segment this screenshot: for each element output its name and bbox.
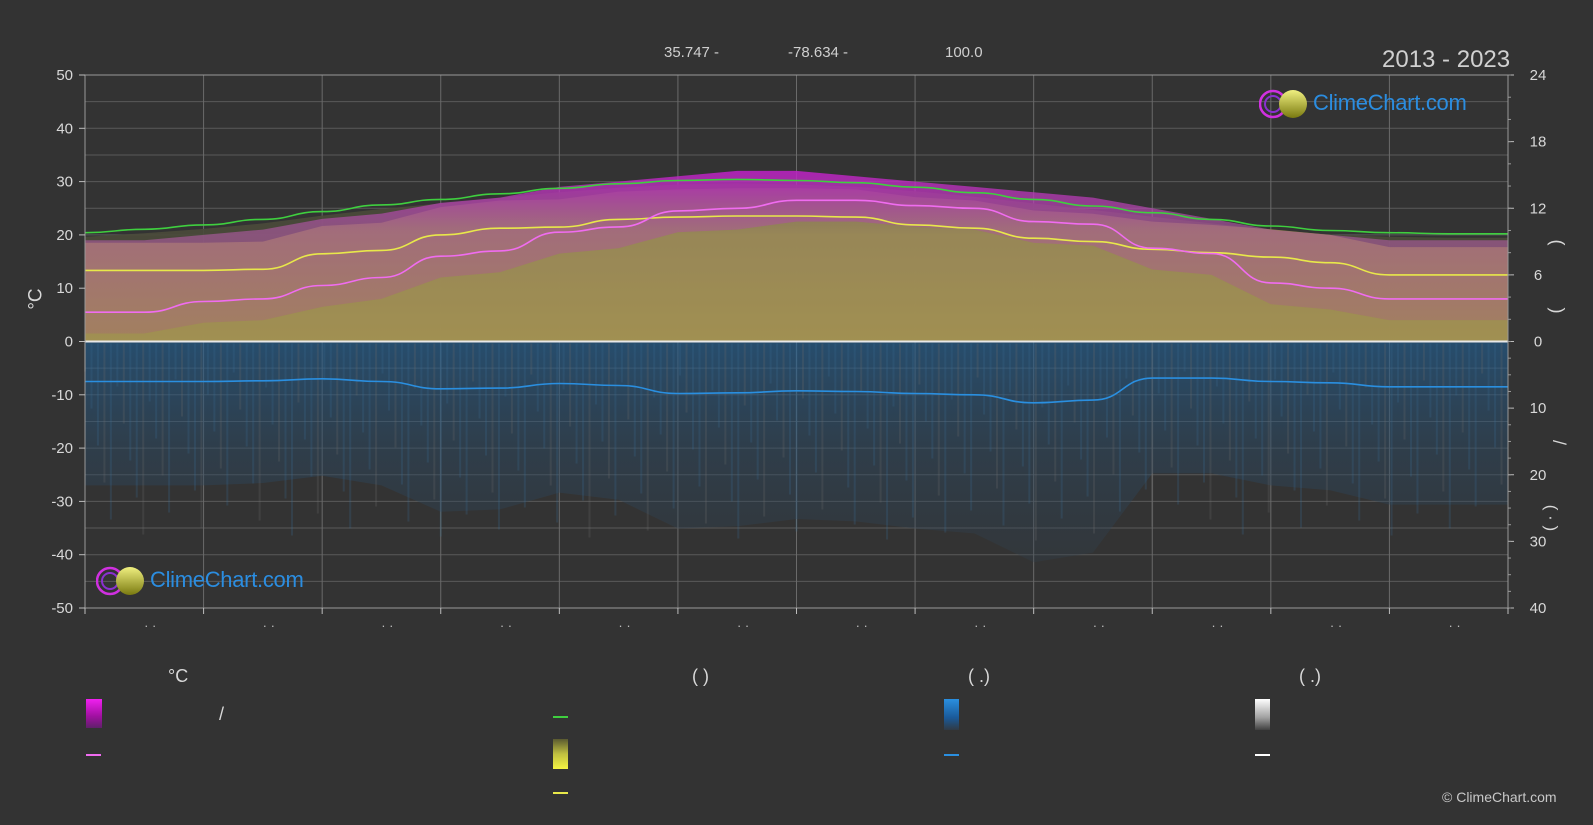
precipitation-avg-line — [85, 377, 1508, 404]
daylight-line — [84, 178, 1508, 235]
daily-streaks — [84, 343, 1503, 541]
right-bottom-tick-label: 30 — [1530, 533, 1547, 550]
climechart-logo-icon — [96, 566, 144, 596]
right-bottom-tick-label: 40 — [1530, 600, 1547, 617]
x-axis-month-label: · · — [381, 618, 393, 633]
right-axis-slash: / — [1549, 439, 1570, 446]
left-axis-tick-label: 10 — [56, 280, 73, 297]
legend-snow-swatch — [1255, 699, 1270, 730]
year-range-title: 2013 - 2023 — [1382, 46, 1511, 73]
climechart-logo-top[interactable]: ClimeChart.com — [1259, 88, 1491, 120]
climechart-logo-text: ClimeChart.com — [1313, 90, 1467, 115]
sunshine-line — [85, 215, 1508, 276]
legend-snow-line — [1255, 754, 1270, 756]
x-axis-month-label: · · — [618, 618, 630, 633]
right-top-tick-label: 6 — [1534, 267, 1542, 284]
left-axis-tick-label: 20 — [56, 227, 73, 244]
copyright: © ClimeChart.com — [1442, 789, 1557, 805]
right-top-tick-label: 24 — [1530, 67, 1547, 84]
temperature-avg-line — [85, 199, 1508, 314]
temperature-range-area — [85, 170, 1508, 334]
right-top-tick-label: 18 — [1530, 134, 1547, 151]
legend-sunshine-swatch — [553, 739, 568, 769]
left-axis-tick-label: -20 — [51, 440, 73, 457]
x-axis-month-label: · · — [263, 618, 275, 633]
right-bottom-tick-label: 10 — [1530, 400, 1547, 417]
legend-sunshine-line — [553, 792, 568, 794]
legend-sun-title: ( ) — [692, 666, 709, 686]
legend-rain-title: ( .) — [968, 666, 990, 686]
x-axis-month-label: · · — [737, 618, 749, 633]
x-axis-month-label: · · — [144, 618, 156, 633]
legend-temperature-title: °C — [168, 666, 189, 686]
left-axis-tick-label: -40 — [51, 547, 73, 564]
legend-snow-title: ( .) — [1299, 666, 1321, 686]
left-axis-tick-label: 0 — [65, 334, 73, 351]
x-axis-month-label: · · — [1211, 618, 1223, 633]
climechart-logo-text: ClimeChart.com — [150, 567, 304, 592]
precipitation-area — [85, 341, 1508, 563]
left-axis-tick-label: -30 — [51, 493, 73, 510]
left-axis-unit: °C — [25, 288, 47, 310]
latitude-label: 35.747 - — [664, 44, 720, 61]
legend-temp-avg-line — [86, 754, 101, 756]
left-axis-tick-label: 40 — [56, 120, 73, 137]
climechart-logo-icon — [1259, 89, 1307, 119]
legend-daylight-line — [553, 716, 568, 718]
legend-temp-range-slash: / — [219, 704, 225, 724]
left-axis-tick-label: 30 — [56, 174, 73, 191]
x-axis-month-label: · · — [500, 618, 512, 633]
longitude-label: -78.634 - — [788, 44, 849, 61]
x-axis-month-label: · · — [1330, 618, 1342, 633]
x-axis-month-label: · · — [974, 618, 986, 633]
legend-temp-range-swatch — [86, 699, 102, 728]
legend-rain-swatch — [944, 699, 959, 730]
temperature-lower-area — [85, 221, 1508, 342]
elevation-label: 100.0 — [945, 44, 983, 61]
right-bottom-tick-label: 20 — [1530, 467, 1547, 484]
left-axis-tick-label: 50 — [56, 67, 73, 84]
climechart-logo-bottom[interactable]: ClimeChart.com — [96, 565, 336, 597]
right-axis-bracket-open: ( — [1547, 239, 1568, 246]
left-axis-tick-label: -10 — [51, 387, 73, 404]
right-axis-bracket-bottom: ( · ) — [1542, 504, 1562, 532]
left-axis-tick-label: -50 — [51, 600, 73, 617]
right-top-tick-label: 12 — [1530, 200, 1547, 217]
x-axis-month-label: · · — [1093, 618, 1105, 633]
x-axis-month-label: · · — [1448, 618, 1460, 633]
right-axis-bracket-close: ) — [1547, 307, 1568, 314]
right-top-tick-label: 0 — [1534, 334, 1542, 351]
legend-rain-line — [944, 754, 959, 756]
x-axis-month-label: · · — [856, 618, 868, 633]
